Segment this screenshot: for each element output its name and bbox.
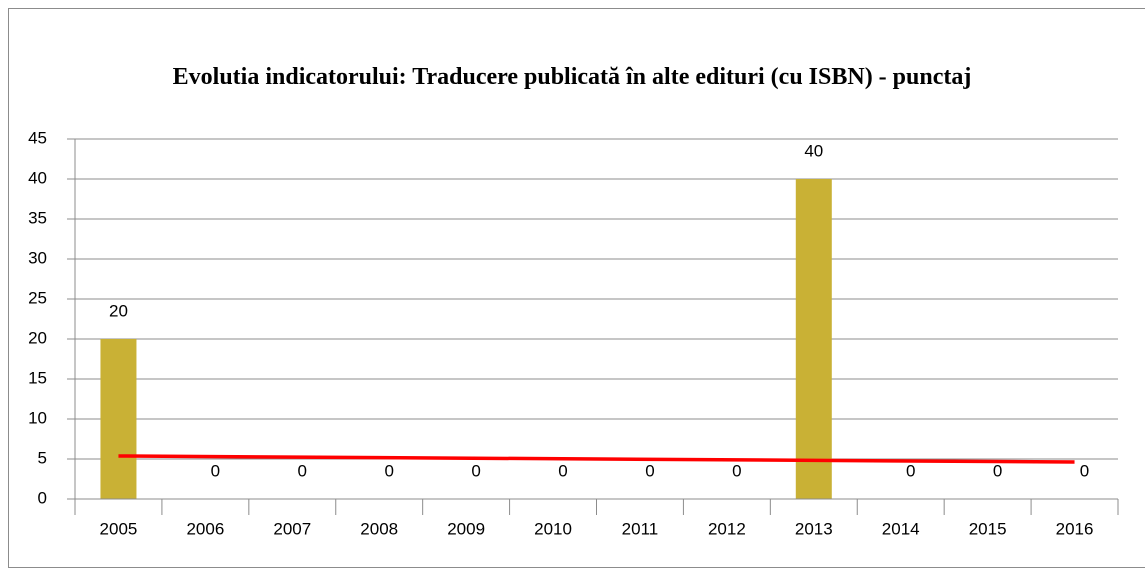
y-tick-label: 0: [38, 488, 47, 507]
y-tick-label: 40: [28, 168, 47, 187]
x-tick-label: 2016: [1056, 519, 1094, 538]
data-label: 40: [804, 141, 823, 160]
data-label: 0: [906, 461, 915, 480]
x-tick-label: 2006: [186, 519, 224, 538]
y-tick-label: 5: [38, 448, 47, 467]
x-tick-label: 2005: [100, 519, 138, 538]
trendline: [118, 454, 1075, 464]
x-tick-label: 2010: [534, 519, 572, 538]
x-tick-label: 2011: [622, 519, 659, 538]
x-tick-label: 2014: [882, 519, 920, 538]
x-tick-label: 2009: [447, 519, 485, 538]
data-label: 0: [384, 461, 393, 480]
x-tick-label: 2013: [795, 519, 833, 538]
data-label: 0: [732, 461, 741, 480]
y-tick-label: 10: [28, 408, 47, 427]
chart-title: Evolutia indicatorului: Traducere public…: [172, 64, 972, 90]
bar: [795, 179, 832, 499]
data-label: 0: [558, 461, 567, 480]
y-tick-label: 45: [28, 128, 47, 147]
x-tick-label: 2015: [969, 519, 1007, 538]
y-tick-label: 20: [28, 328, 47, 347]
data-label: 0: [471, 461, 480, 480]
x-tick-label: 2012: [708, 519, 746, 538]
data-label: 0: [1080, 461, 1089, 480]
data-label: 0: [993, 461, 1002, 480]
x-tick-label: 2007: [273, 519, 311, 538]
data-label: 0: [645, 461, 654, 480]
y-tick-label: 35: [28, 208, 47, 227]
y-tick-label: 25: [28, 288, 47, 307]
y-tick-label: 15: [28, 368, 47, 387]
data-label: 0: [211, 461, 220, 480]
x-tick-label: 2008: [360, 519, 398, 538]
data-label: 20: [109, 301, 128, 320]
data-label: 0: [298, 461, 307, 480]
y-tick-label: 30: [28, 248, 47, 267]
bar: [100, 339, 137, 499]
